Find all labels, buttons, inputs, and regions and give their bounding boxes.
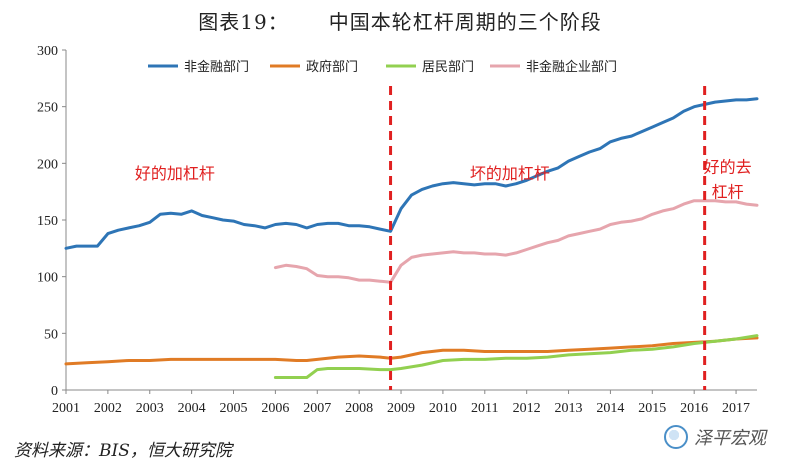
title-main: 中国本轮杠杆周期的三个阶段 (328, 10, 602, 34)
legend-label-0: 非金融部门 (184, 59, 249, 75)
series-line-0 (64, 97, 759, 250)
phase-annotation-1: 坏的加杠杆 (470, 164, 550, 183)
x-tick-label: 2002 (94, 401, 122, 416)
source-note: 资料来源：BIS，恒大研究院 (14, 441, 232, 461)
x-tick-label: 2016 (680, 401, 708, 416)
y-tick-label: 50 (44, 327, 58, 342)
x-tick-label: 2007 (303, 401, 331, 416)
y-tick-label: 250 (37, 101, 58, 116)
series-line-2 (273, 334, 759, 379)
x-tick-label: 2013 (555, 401, 583, 416)
x-tick-label: 2017 (722, 401, 750, 416)
legend-label-3: 非金融企业部门 (526, 59, 617, 75)
y-tick-label: 150 (37, 214, 58, 229)
x-tick-label: 2014 (596, 401, 624, 416)
series-line-1 (64, 336, 759, 366)
x-tick-label: 2005 (220, 401, 248, 416)
x-tick-label: 2009 (387, 401, 415, 416)
x-tick-label: 2010 (429, 401, 457, 416)
y-tick-label: 0 (51, 384, 58, 399)
x-tick-label: 2006 (261, 401, 289, 416)
phase-annotation-0: 好的加杠杆 (135, 164, 215, 183)
watermark: 泽平宏观 (664, 424, 766, 450)
legend-label-1: 政府部门 (306, 60, 358, 75)
title-prefix: 图表19： (198, 10, 289, 34)
chart-title: 图表19： 中国本轮杠杆周期的三个阶段 (0, 6, 800, 35)
x-tick-label: 2012 (513, 401, 541, 416)
y-tick-label: 200 (37, 157, 58, 172)
y-tick-label: 300 (37, 44, 58, 59)
x-tick-label: 2015 (638, 401, 666, 416)
series-line-3 (273, 199, 759, 284)
x-tick-label: 2011 (471, 401, 498, 416)
x-tick-label: 2008 (345, 401, 373, 416)
x-tick-label: 2001 (52, 401, 80, 416)
phase-annotation-3: 杠杆 (712, 182, 744, 201)
x-tick-label: 2004 (178, 401, 206, 416)
watermark-text: 泽平宏观 (694, 428, 766, 449)
legend-label-2: 居民部门 (422, 60, 474, 75)
watermark-logo-icon (664, 425, 688, 449)
y-tick-label: 100 (37, 271, 58, 286)
phase-annotation-2: 好的去 (704, 157, 752, 176)
x-tick-label: 2003 (136, 401, 164, 416)
